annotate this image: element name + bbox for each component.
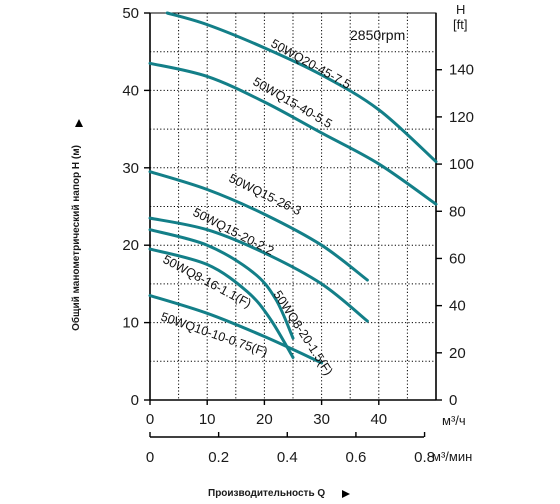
series-label-3: 50WQ15-26-3 xyxy=(227,171,304,218)
series-line-7 xyxy=(148,294,324,365)
x-unit-primary: м³/ч xyxy=(442,413,466,428)
series-line-3 xyxy=(148,170,369,282)
curves xyxy=(148,11,438,365)
y-tick-label: 40 xyxy=(122,82,139,99)
series-line-4 xyxy=(148,216,369,323)
x-secondary-tick-label: 0.4 xyxy=(277,449,298,466)
y-axis-arrow-icon xyxy=(75,119,83,127)
y-secondary-tick-label: 100 xyxy=(449,156,474,173)
y-tick-label: 20 xyxy=(122,237,139,254)
x-tick-label: 10 xyxy=(199,411,216,428)
x-secondary-tick-label: 0.8 xyxy=(414,449,435,466)
y-secondary-tick-label: 20 xyxy=(449,345,466,362)
y-secondary-tick-label: 80 xyxy=(449,203,466,220)
speed-note: 2850rpm xyxy=(350,27,405,43)
series-label-1: 50WQ20-45-7.5 xyxy=(269,36,354,91)
y-secondary-tick-label: 140 xyxy=(449,62,474,79)
x-tick-label: 0 xyxy=(146,411,154,428)
x-unit-secondary: м³/мин xyxy=(432,449,472,464)
y-secondary-tick-label: 40 xyxy=(449,298,466,315)
axes: 0 10 20 30 40 50 0 20 40 60 80 100 120 140 0 10 20 30 40 0 0… xyxy=(122,5,474,466)
x-secondary-tick-label: 0.6 xyxy=(345,449,366,466)
x-axis-arrow-icon xyxy=(342,490,350,498)
y-tick-label: 10 xyxy=(122,315,139,332)
y-secondary-tick-label: 120 xyxy=(449,109,474,126)
y-secondary-tick-label: 60 xyxy=(449,250,466,267)
x-tick-label: 20 xyxy=(256,411,273,428)
x-secondary-tick-label: 0.2 xyxy=(208,449,229,466)
x-axis-title: Производительность Q xyxy=(208,488,325,499)
y-tick-label: 30 xyxy=(122,160,139,177)
x-secondary-tick-label: 0 xyxy=(146,449,154,466)
series-line-2 xyxy=(148,61,438,206)
y-axis-title: Общий манометрический напор H (м) xyxy=(70,145,82,331)
y-tick-label: 50 xyxy=(122,5,139,22)
y-unit-secondary-symbol: H xyxy=(456,2,465,17)
y-tick-label: 0 xyxy=(131,392,139,409)
x-tick-label: 30 xyxy=(313,411,330,428)
y-unit-secondary-feet: [ft] xyxy=(453,17,467,32)
series-line-1 xyxy=(165,11,438,164)
y-secondary-tick-label: 0 xyxy=(449,392,457,409)
x-tick-label: 40 xyxy=(370,411,387,428)
